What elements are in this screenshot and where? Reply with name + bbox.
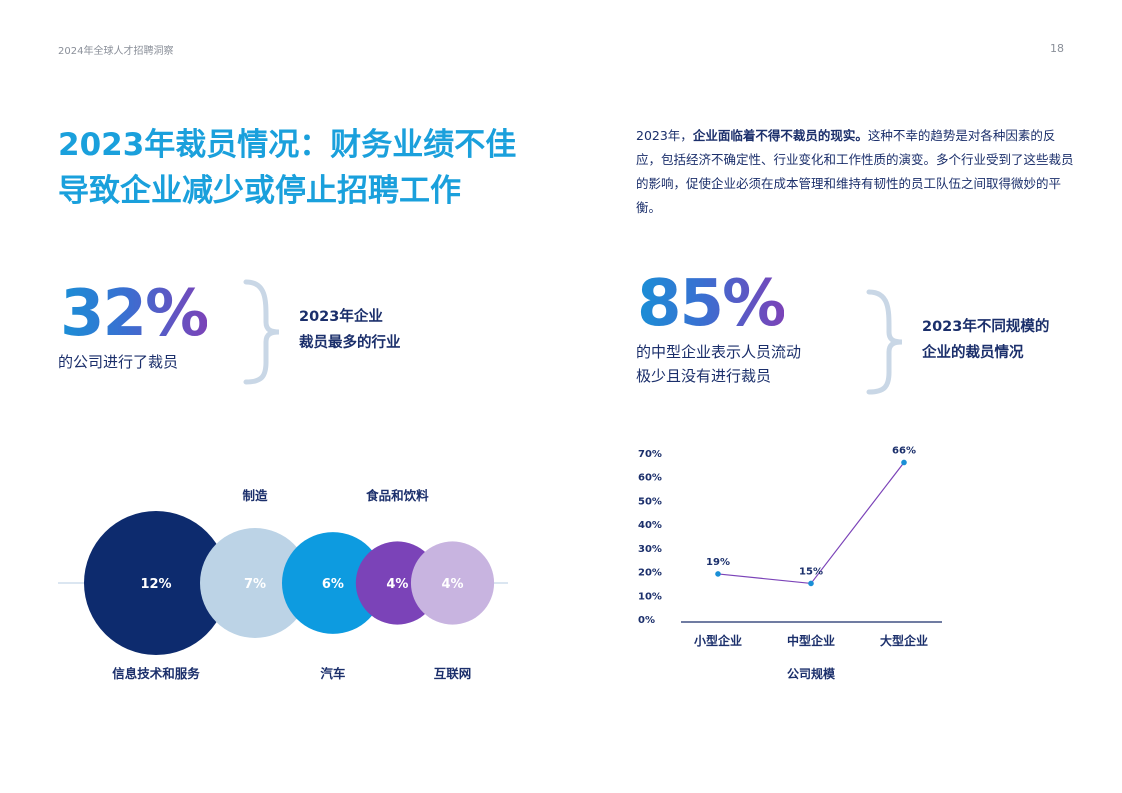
y-tick-6: 60%: [638, 473, 662, 484]
stat-right-label-line1: 2023年不同规模的: [922, 319, 1050, 335]
data-label-2: 66%: [892, 445, 916, 456]
industry-label-1: 制造: [242, 488, 268, 503]
x-tick-2: 大型企业: [880, 633, 928, 648]
y-tick-4: 40%: [638, 520, 662, 531]
stat-left-value: 32%: [60, 277, 209, 351]
page-title-line1: 2023年裁员情况：财务业绩不佳: [58, 127, 517, 163]
x-axis-title: 公司规模: [787, 666, 836, 681]
bubble-value-1: 7%: [244, 577, 266, 592]
data-label-1: 15%: [799, 566, 823, 577]
bubble-value-0: 12%: [140, 577, 171, 592]
bubble-1: [200, 528, 310, 638]
industry-label-0: 信息技术和服务: [112, 666, 200, 681]
stat-left-label-line2: 裁员最多的行业: [299, 335, 401, 351]
brace-left: [243, 279, 280, 385]
stat-right-text-line1: 的中型企业表示人员流动: [636, 343, 802, 361]
report-title: 2024年全球人才招聘洞察: [58, 46, 174, 57]
bubble-2: [281, 532, 384, 634]
brace-right: [866, 289, 903, 395]
industry-label-4: 互联网: [434, 666, 472, 681]
data-point-2: [901, 459, 907, 466]
stat-left-label: 2023年企业 裁员最多的行业: [299, 304, 401, 356]
y-tick-1: 10%: [638, 591, 662, 602]
data-label-0: 19%: [706, 557, 730, 568]
intro-paragraph: 2023年，企业面临着不得不裁员的现实。这种不幸的趋势是对各种因素的反应，包括经…: [636, 124, 1076, 220]
x-tick-0: 小型企业: [694, 633, 742, 648]
y-tick-2: 20%: [638, 568, 662, 579]
y-tick-7: 70%: [638, 449, 662, 460]
data-point-0: [715, 571, 721, 577]
intro-rest: 这种不幸的趋势是对各种因素的反应，包括经济不确定性、行业变化和工作性质的演变。多…: [636, 128, 1074, 215]
stat-right-label: 2023年不同规模的 企业的裁员情况: [922, 314, 1049, 366]
stat-right-text-line2: 极少且没有进行裁员: [636, 367, 772, 385]
bubble-4: [410, 541, 495, 625]
bubble-0: [84, 511, 228, 655]
industry-label-3: 食品和饮料: [365, 488, 429, 503]
intro-bold: 企业面临着不得不裁员的现实。: [692, 128, 868, 143]
series-line-0: [717, 462, 905, 585]
bubble-value-2: 6%: [322, 577, 344, 592]
stat-left-label-line1: 2023年企业: [299, 309, 383, 325]
x-tick-1: 中型企业: [787, 633, 835, 648]
stat-right-text: 的中型企业表示人员流动 极少且没有进行裁员: [636, 340, 801, 388]
stat-right-label-line2: 企业的裁员情况: [922, 345, 1024, 361]
intro-lead: 2023年，: [636, 128, 693, 143]
y-tick-0: 0%: [638, 615, 655, 626]
page-title: 2023年裁员情况：财务业绩不佳 导致企业减少或停止招聘工作: [58, 122, 578, 214]
bubble-value-4: 4%: [441, 577, 463, 592]
stat-left-text: 的公司进行了裁员: [58, 353, 179, 371]
data-point-1: [808, 580, 814, 587]
industry-label-2: 汽车: [320, 666, 346, 681]
page-number: 18: [1050, 42, 1064, 55]
page-title-line2: 导致企业减少或停止招聘工作: [58, 173, 461, 209]
stat-right-value: 85%: [637, 267, 786, 341]
y-tick-3: 30%: [638, 544, 662, 555]
bubble-value-3: 4%: [386, 577, 408, 592]
y-tick-5: 50%: [638, 496, 662, 507]
